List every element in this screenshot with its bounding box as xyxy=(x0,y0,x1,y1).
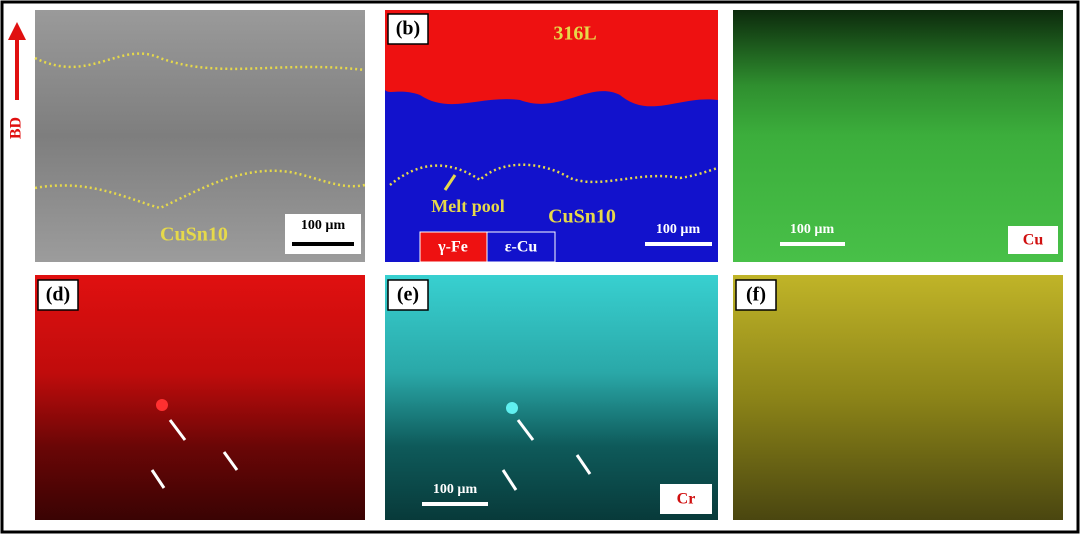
element-label: Cu xyxy=(1023,232,1044,249)
arrow xyxy=(168,419,187,441)
panel-label: (f) xyxy=(746,284,766,306)
arrows xyxy=(150,419,239,489)
annotation: Melt pool xyxy=(431,196,505,216)
fe-map xyxy=(35,275,365,520)
boundary-line xyxy=(34,169,366,210)
arrow xyxy=(222,451,239,471)
panel-label: (e) xyxy=(397,284,419,306)
panel-label: (b) xyxy=(396,18,420,40)
panel-label: (d) xyxy=(46,284,70,306)
arrow xyxy=(150,469,166,489)
panel-f: (f) xyxy=(733,275,1063,520)
element-label: Cr xyxy=(677,491,696,508)
legend-label: ε-Cu xyxy=(505,239,538,256)
panel-d: (d) xyxy=(35,275,365,520)
material-label: CuSn10 xyxy=(160,224,228,246)
scale-text: 100 µm xyxy=(433,482,478,497)
arrow xyxy=(575,454,592,475)
boundary-line xyxy=(34,52,366,72)
element-box xyxy=(660,484,712,514)
cr-map xyxy=(385,275,718,520)
legend-label: γ-Fe xyxy=(437,239,468,256)
legend-swatch xyxy=(486,231,556,263)
arrow-head xyxy=(8,22,26,40)
scale-text: 100 µm xyxy=(656,222,701,237)
panel-label-box xyxy=(387,13,429,45)
panel-label-box xyxy=(37,279,79,311)
panel-c: 100 µm Cu xyxy=(733,10,1063,262)
melt-pool-line xyxy=(389,163,719,186)
panel-label-box xyxy=(735,279,777,311)
particle xyxy=(506,402,518,414)
annotation-arrow xyxy=(443,174,457,191)
scale-box xyxy=(285,214,361,254)
element-box xyxy=(1008,226,1058,254)
cu-map xyxy=(733,10,1063,262)
arrow xyxy=(501,469,518,491)
bd-label: BD xyxy=(8,117,25,139)
scale-text: 100 µm xyxy=(301,218,346,233)
panel-b: (b) 316L Melt pool CuSn10 100 µm γ-Fe ε-… xyxy=(385,10,719,263)
panel-e: (e) 100 µm Cr xyxy=(385,275,718,520)
sn-map xyxy=(733,275,1063,520)
particle xyxy=(156,399,168,411)
arrows xyxy=(501,419,592,491)
build-direction: BD xyxy=(8,22,26,139)
panel-label-box xyxy=(387,279,429,311)
scale-text: 100 µm xyxy=(790,222,835,237)
bottom-material: CuSn10 xyxy=(548,206,616,228)
fe-region xyxy=(385,10,718,107)
arrow xyxy=(516,419,535,441)
panel-a: CuSn10 100 µm xyxy=(34,10,366,262)
top-material: 316L xyxy=(553,23,596,45)
